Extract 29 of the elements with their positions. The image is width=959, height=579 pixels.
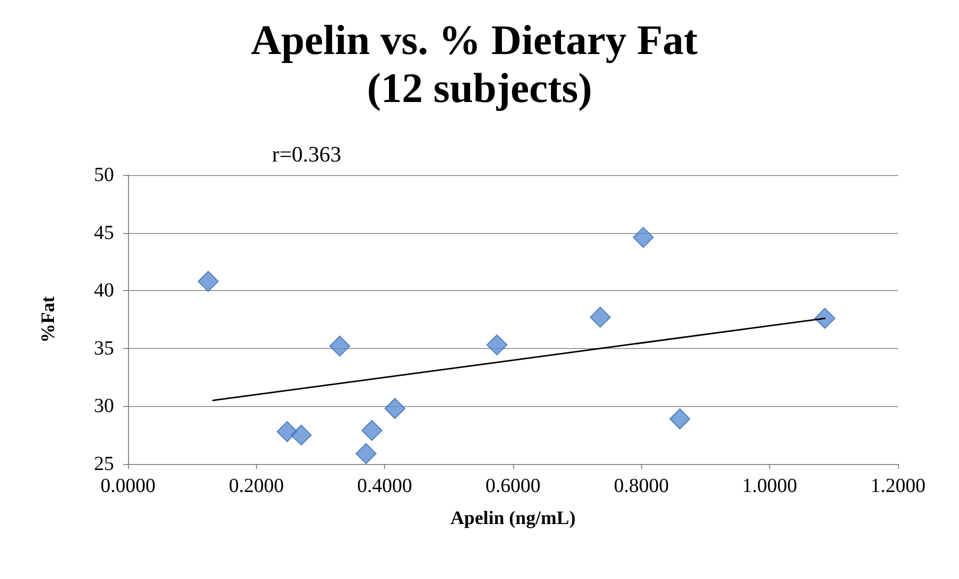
x-tick-label: 0.2000 bbox=[228, 475, 284, 497]
point bbox=[632, 226, 654, 248]
y-tick-label: 25 bbox=[94, 453, 114, 475]
point bbox=[814, 308, 836, 329]
x-tick-label: 0.0000 bbox=[100, 475, 156, 497]
y-axis-title: %Fat bbox=[38, 296, 59, 343]
point bbox=[384, 398, 406, 420]
point bbox=[486, 334, 508, 356]
y-tick-label: 40 bbox=[94, 280, 114, 302]
point bbox=[356, 443, 377, 464]
x-tick-label: 1.2000 bbox=[870, 475, 926, 497]
x-tick-label: 0.4000 bbox=[357, 475, 412, 497]
y-tick-label: 35 bbox=[94, 337, 114, 360]
point bbox=[361, 420, 382, 441]
y-tick-label: 50 bbox=[94, 164, 114, 186]
point bbox=[329, 336, 350, 357]
point bbox=[276, 421, 298, 442]
chart-title: Apelin vs. % Dietary Fat (12 subjects) bbox=[250, 18, 708, 112]
y-tick-label: 30 bbox=[94, 395, 114, 418]
x-tick-label: 0.6000 bbox=[486, 475, 540, 497]
text: r=0.363 bbox=[272, 142, 342, 166]
point bbox=[198, 270, 219, 292]
x-tick-label: 0.8000 bbox=[614, 475, 669, 497]
point bbox=[590, 306, 611, 328]
x-tick-label: 1.0000 bbox=[742, 475, 798, 497]
x-axis-title: Apelin (ng/mL) bbox=[450, 508, 576, 529]
point bbox=[290, 424, 312, 446]
point bbox=[669, 408, 690, 430]
y-tick-label: 45 bbox=[94, 222, 114, 244]
